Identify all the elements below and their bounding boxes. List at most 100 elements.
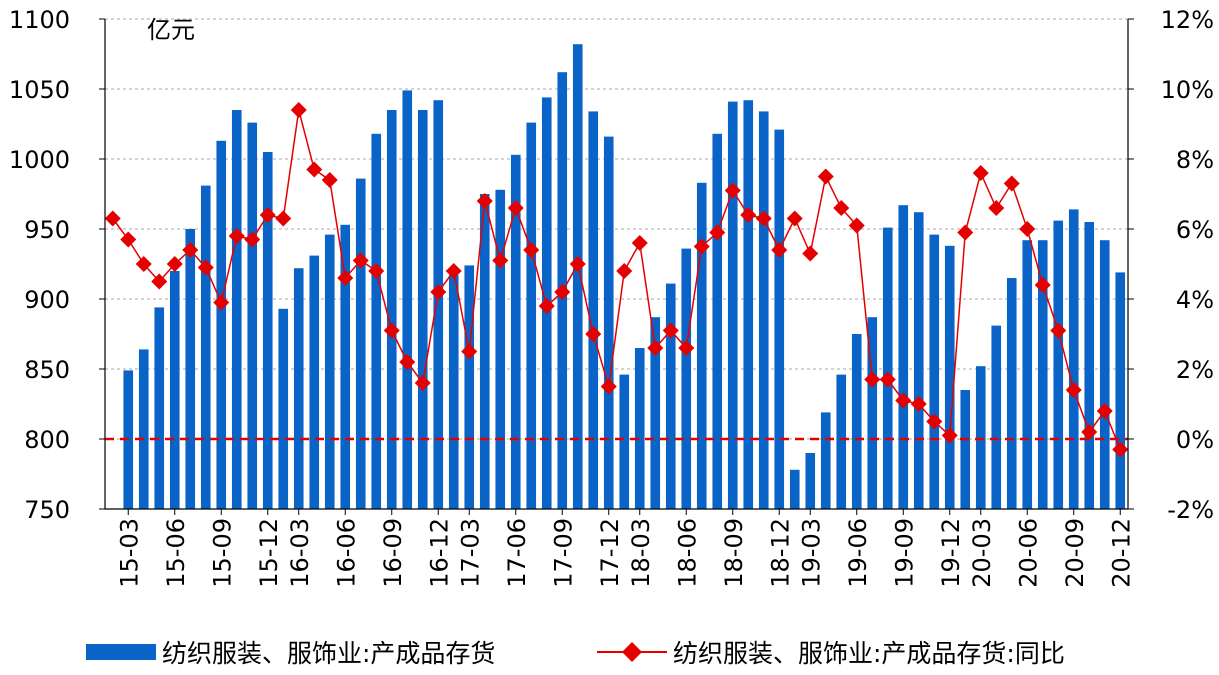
bar [448, 275, 459, 509]
line-point [972, 165, 989, 181]
line-point [600, 378, 617, 395]
line-point [259, 207, 276, 223]
line-point [306, 161, 323, 178]
line-point [120, 231, 137, 248]
bar [603, 136, 614, 509]
line-point [213, 294, 230, 311]
bar [727, 101, 738, 509]
bar [1022, 240, 1033, 509]
line-point [786, 210, 803, 227]
x-tick-label: 19-06 [844, 518, 872, 588]
line-point [1081, 424, 1098, 440]
x-tick-label: 18-09 [720, 518, 748, 588]
bar [169, 271, 180, 509]
line-point [585, 326, 602, 342]
x-tick-label: 17-09 [549, 518, 577, 588]
bar [1037, 240, 1048, 509]
bar [293, 268, 304, 509]
left-tick-label: 950 [24, 216, 70, 244]
yoy-line-series [104, 102, 1129, 458]
right-tick-label: -2% [1167, 496, 1214, 524]
legend-line-diamond-swatch [597, 642, 667, 662]
bar [417, 110, 428, 509]
line-point [678, 340, 695, 356]
x-tick-label: 19-12 [937, 518, 965, 588]
right-tick-label: 10% [1161, 76, 1214, 104]
line-point [1096, 403, 1113, 419]
line-point [709, 224, 726, 241]
line-point [275, 210, 292, 227]
line-point [104, 210, 121, 227]
bar [758, 111, 769, 510]
line-point [771, 242, 788, 258]
line-point [864, 371, 881, 388]
line-point [476, 193, 493, 209]
bar [1115, 272, 1126, 509]
x-tick-label: 19-09 [890, 518, 918, 588]
bar [495, 189, 506, 510]
line-point [414, 375, 431, 391]
line-point [616, 263, 633, 279]
bar [975, 366, 986, 509]
line-point [662, 322, 679, 339]
line-point [368, 263, 385, 279]
line-point [151, 273, 168, 290]
right-tick-label: 12% [1161, 6, 1214, 34]
line-point [244, 231, 261, 248]
line-point [941, 427, 958, 444]
line-point [724, 182, 741, 199]
bar [200, 185, 211, 509]
left-tick-label: 850 [24, 356, 70, 384]
bar [138, 349, 149, 509]
line-point [352, 252, 369, 269]
right-tick-label: 8% [1176, 146, 1214, 174]
bar [650, 317, 661, 509]
bar [820, 412, 831, 509]
legend-item-inventory: 纺织服装、服饰业:产成品存货 [86, 632, 495, 672]
bar [510, 154, 521, 510]
line-point [1003, 175, 1020, 192]
bar [1068, 209, 1079, 509]
bar [1006, 278, 1017, 509]
bar [526, 122, 537, 509]
line-point [1019, 221, 1036, 237]
bar [665, 283, 676, 509]
x-tick-label: 15-09 [208, 518, 236, 588]
bar [371, 133, 382, 510]
bar [324, 234, 335, 509]
bar [712, 133, 723, 510]
line-point [430, 284, 447, 300]
x-tick-label: 16-12 [425, 518, 453, 588]
bar [402, 90, 413, 510]
right-tick-label: 0% [1176, 426, 1214, 454]
bar [882, 227, 893, 509]
bar [278, 308, 289, 509]
legend-item-yoy: 纺织服装、服饰业:产成品存货:同比 [595, 632, 1065, 672]
line-point [383, 322, 400, 339]
line-point [461, 343, 478, 360]
bar [836, 374, 847, 509]
bar [572, 44, 583, 509]
bar [619, 374, 630, 509]
bar [154, 307, 165, 509]
bar [340, 224, 351, 510]
x-tick-label: 15-06 [162, 518, 190, 588]
line-point [228, 228, 245, 244]
right-tick-label: 4% [1176, 286, 1214, 314]
bar [805, 453, 816, 509]
x-tick-label: 17-06 [503, 518, 531, 588]
bar [789, 469, 800, 509]
left-tick-label: 1000 [9, 146, 70, 174]
line-point [135, 256, 152, 272]
left-tick-label: 900 [24, 286, 70, 314]
legend: 纺织服装、服饰业:产成品存货 纺织服装、服饰业:产成品存货:同比 [0, 632, 1219, 672]
bar [247, 122, 258, 509]
line-point [523, 242, 540, 258]
line-point [569, 256, 586, 272]
line-point [507, 200, 524, 216]
legend-bar-swatch [86, 644, 156, 660]
bar [185, 229, 196, 509]
line-point [166, 256, 183, 272]
bar [867, 317, 878, 509]
line-point [755, 210, 772, 227]
